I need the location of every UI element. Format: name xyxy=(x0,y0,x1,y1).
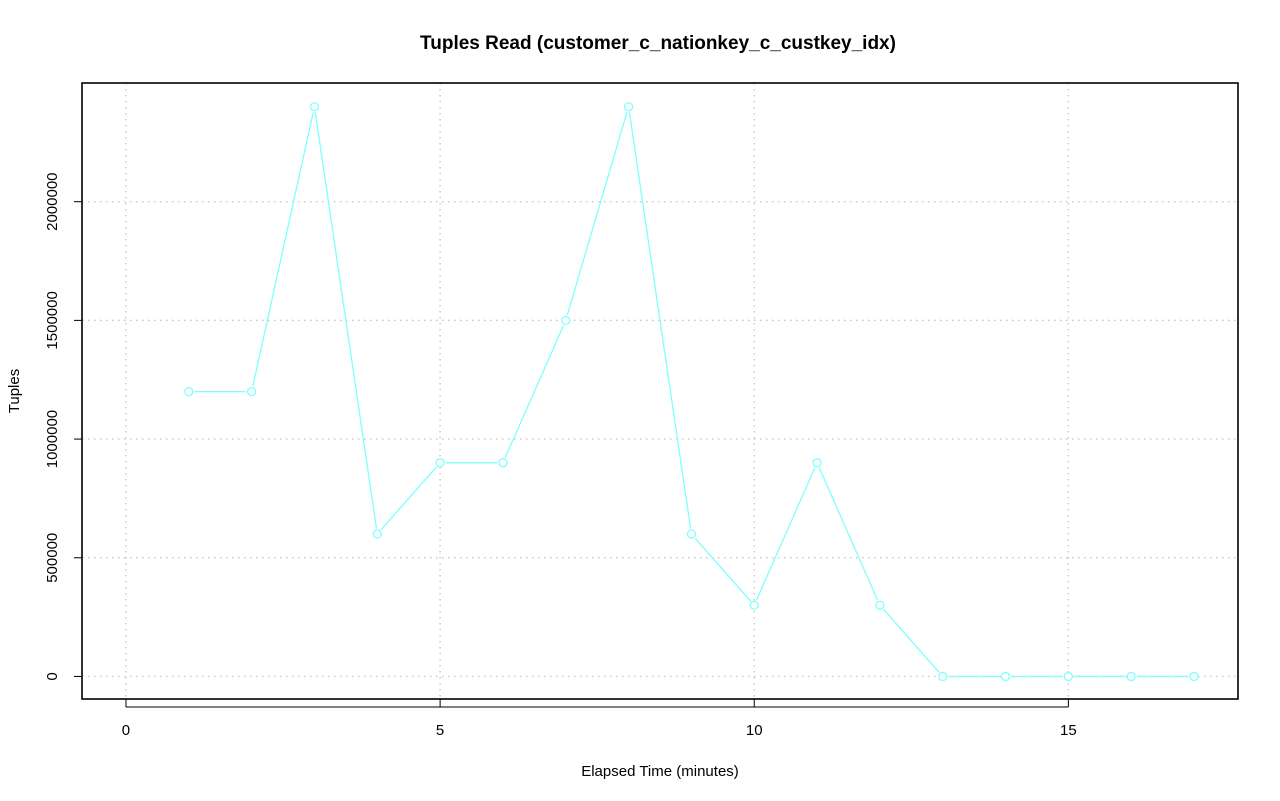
y-axis-label: Tuples xyxy=(6,369,23,413)
y-tick-label: 2000000 xyxy=(44,172,61,230)
data-point xyxy=(686,529,697,539)
data-point xyxy=(372,529,382,539)
data-point xyxy=(435,458,445,468)
series-line-segment xyxy=(252,111,314,387)
chart-title: Tuples Read (customer_c_nationkey_c_cust… xyxy=(420,33,896,54)
series-line-segment xyxy=(504,325,565,459)
series-line-segment xyxy=(380,466,437,531)
plot-frame xyxy=(81,82,1239,700)
grid-lines xyxy=(82,83,1238,699)
series-line-segment xyxy=(818,467,879,601)
series-line-segment xyxy=(883,608,940,673)
y-axis: 0 500000 1000000 1500000 2000000 xyxy=(44,172,82,681)
y-tick-label: 500000 xyxy=(44,533,61,583)
data-point xyxy=(184,386,194,397)
series-line-segment xyxy=(755,467,816,601)
x-tick-label: 5 xyxy=(436,722,444,739)
data-point xyxy=(875,600,885,610)
y-tick-label: 1000000 xyxy=(44,410,61,468)
data-point xyxy=(812,458,822,468)
x-tick-label: 0 xyxy=(122,722,130,739)
data-point xyxy=(1063,671,1074,682)
x-tick-label: 10 xyxy=(746,722,763,739)
data-point xyxy=(1189,671,1199,682)
y-tick-label: 0 xyxy=(44,672,61,680)
series-line-segment xyxy=(566,111,628,316)
series-line-segment xyxy=(694,537,752,602)
data-point xyxy=(561,315,571,326)
data-point xyxy=(309,102,320,112)
x-tick-label: 15 xyxy=(1060,722,1077,739)
data-point xyxy=(1126,671,1136,682)
data-point xyxy=(498,458,508,468)
data-point xyxy=(623,102,634,112)
data-point xyxy=(938,671,948,682)
series-line-segment xyxy=(314,112,378,529)
series-line-segment xyxy=(628,112,692,529)
data-point xyxy=(1000,671,1011,682)
series-tuples xyxy=(184,102,1199,682)
data-point xyxy=(246,386,257,397)
x-axis-label: Elapsed Time (minutes) xyxy=(581,763,739,780)
x-axis: 0 5 10 15 xyxy=(122,699,1077,739)
data-point xyxy=(749,600,759,610)
y-tick-label: 1500000 xyxy=(44,291,61,349)
